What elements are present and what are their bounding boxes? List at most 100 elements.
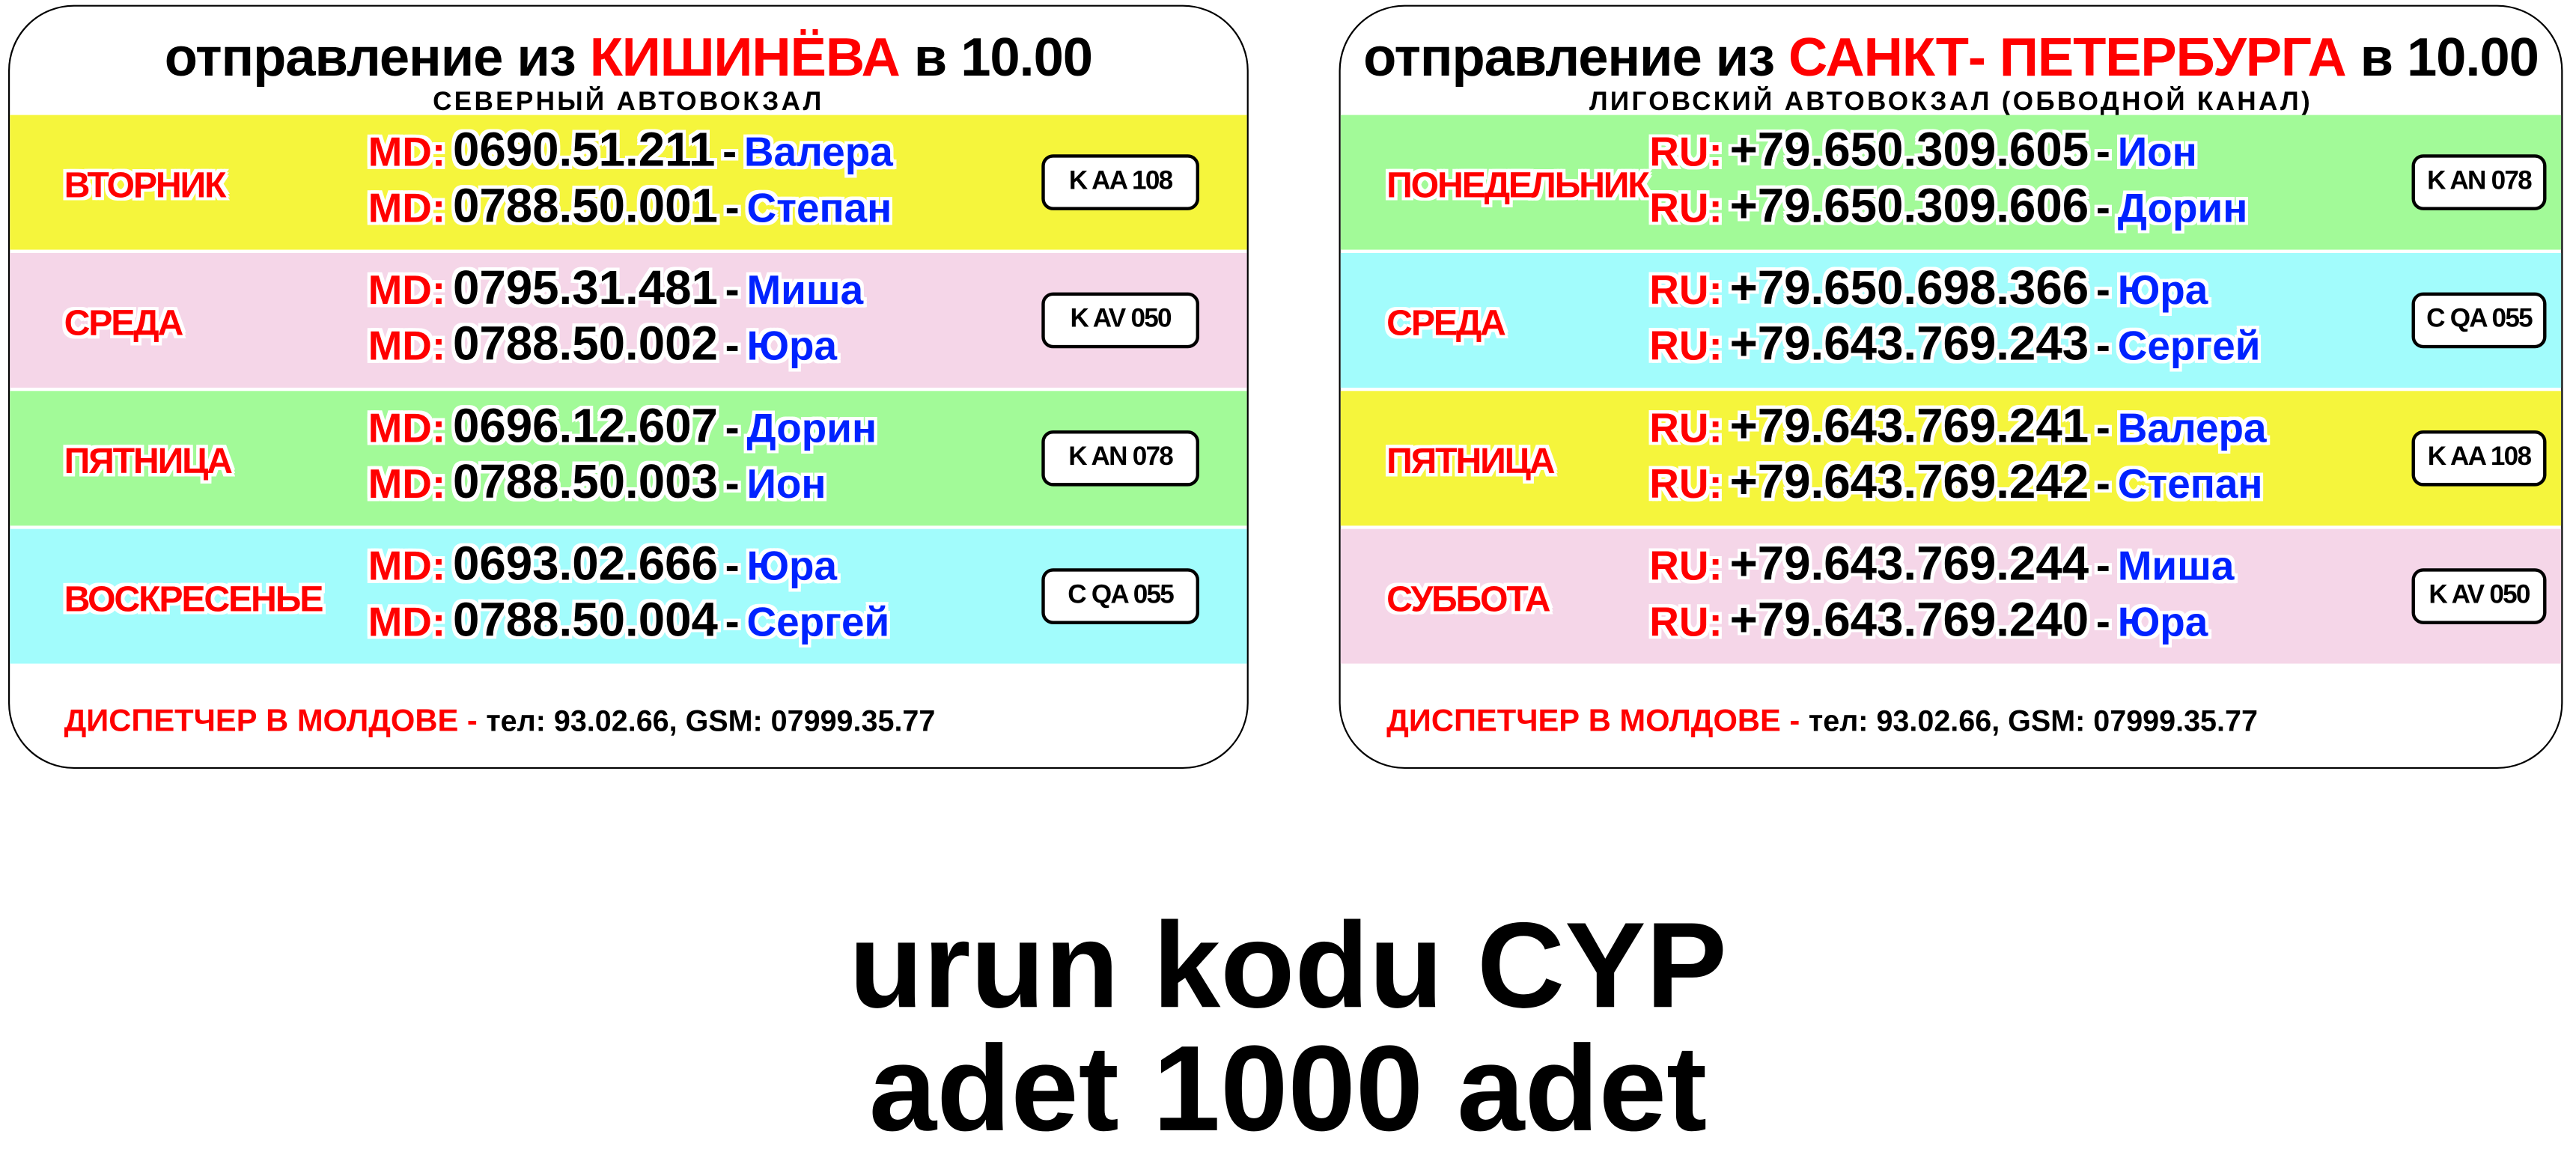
weekday-label: ПЯТНИЦА — [64, 440, 233, 481]
phone-number: 0690.51.211 — [452, 124, 716, 178]
driver-phone-line: RU: +79.643.769.244 - Миша — [1649, 539, 2234, 593]
country-prefix: RU: — [1649, 599, 1723, 646]
weekday-label: СУББОТА — [1386, 578, 1550, 620]
country-prefix: RU: — [1649, 129, 1723, 176]
driver-name: Валера — [743, 129, 893, 176]
country-prefix: RU: — [1649, 323, 1723, 370]
departure-city: САНКТ- ПЕТЕРБУРГА — [1788, 26, 2347, 88]
driver-name: Сергей — [2117, 323, 2261, 370]
separator: - — [2095, 182, 2110, 232]
card-title: отправление из САНКТ- ПЕТЕРБУРГА в 10.00 — [1341, 26, 2562, 88]
driver-phone-line: MD: 0788.50.002 - Юра — [368, 319, 838, 373]
separator: - — [722, 126, 737, 176]
weekday-label: ВОСКРЕСЕНЬЕ — [64, 578, 324, 620]
separator: - — [725, 540, 740, 590]
driver-phone-line: MD: 0788.50.001 - Степан — [368, 180, 892, 234]
bus-station: ЛИГОВСКИЙ АВТОВОКЗАЛ (ОБВОДНОЙ КАНАЛ) — [1589, 88, 2312, 117]
country-prefix: RU: — [1649, 543, 1723, 590]
weekday-label: ВТОРНИК — [64, 164, 227, 206]
schedule-row: ВТОРНИК MD: 0690.51.211 - Валера MD: 078… — [10, 115, 1247, 250]
country-prefix: RU: — [1649, 406, 1723, 452]
dispatcher-contacts: тел: 93.02.66, GSM: 07999.35.77 — [1808, 704, 2258, 738]
card-title: отправление из КИШИНЁВА в 10.00 — [10, 26, 1246, 88]
separator: - — [2095, 458, 2110, 508]
driver-name: Степан — [746, 185, 892, 232]
driver-phone-line: RU: +79.650.309.605 - Ион — [1649, 125, 2197, 179]
dispatcher-info: ДИСПЕТЧЕР В МОЛДОВЕ - тел: 93.02.66, GSM… — [1386, 704, 2258, 740]
driver-phone-line: RU: +79.650.698.366 - Юра — [1649, 263, 2208, 317]
quantity-caption: adet 1000 adet — [868, 1020, 1708, 1157]
phone-number: +79.643.769.244 — [1729, 538, 2089, 592]
driver-name: Миша — [746, 267, 864, 314]
separator: - — [725, 182, 740, 232]
schedule-row: ВОСКРЕСЕНЬЕ MD: 0693.02.666 - Юра MD: 07… — [10, 528, 1247, 664]
separator: - — [2095, 126, 2110, 176]
driver-phone-line: RU: +79.643.769.241 - Валера — [1649, 400, 2266, 454]
phone-number: 0795.31.481 — [452, 263, 718, 316]
phone-number: +79.650.698.366 — [1729, 263, 2089, 316]
license-plate: K AV 050 — [1041, 292, 1199, 349]
weekday-label: ПОНЕДЕЛЬНИК — [1386, 164, 1650, 206]
country-prefix: RU: — [1649, 267, 1723, 314]
separator: - — [725, 320, 740, 370]
weekday-label: ПЯТНИЦА — [1386, 440, 1555, 481]
phone-number: 0788.50.002 — [452, 318, 718, 371]
separator: - — [725, 596, 740, 646]
country-prefix: MD: — [368, 543, 446, 590]
license-plate: K AV 050 — [2411, 568, 2547, 624]
driver-name: Юра — [746, 543, 838, 590]
dispatcher-label: ДИСПЕТЧЕР В МОЛДОВЕ - — [64, 704, 487, 740]
country-prefix: MD: — [368, 461, 446, 508]
print-layout: отправление из КИШИНЁВА в 10.00 СЕВЕРНЫЙ… — [7, 4, 2563, 1157]
country-prefix: MD: — [368, 406, 446, 452]
driver-name: Дорин — [746, 406, 877, 452]
title-prefix: отправление из — [164, 26, 590, 88]
country-prefix: MD: — [368, 323, 446, 370]
bus-station: СЕВЕРНЫЙ АВТОВОКЗАЛ — [433, 88, 824, 117]
product-code-caption: urun kodu CYP — [849, 897, 1727, 1034]
driver-name: Юра — [2117, 599, 2208, 646]
driver-phone-line: MD: 0690.51.211 - Валера — [368, 125, 893, 179]
dispatcher-contacts: тел: 93.02.66, GSM: 07999.35.77 — [486, 704, 936, 738]
title-prefix: отправление из — [1363, 26, 1789, 88]
phone-number: 0693.02.666 — [452, 538, 718, 592]
separator: - — [725, 458, 740, 508]
schedule-card-chisinau: отправление из КИШИНЁВА в 10.00 СЕВЕРНЫЙ… — [7, 4, 1249, 770]
schedule-row: СРЕДА MD: 0795.31.481 - Миша MD: 0788.50… — [10, 252, 1247, 388]
driver-name: Ион — [746, 461, 826, 508]
separator: - — [2095, 596, 2110, 646]
separator: - — [2095, 540, 2110, 590]
phone-number: 0788.50.001 — [452, 180, 718, 234]
country-prefix: RU: — [1649, 185, 1723, 232]
separator: - — [725, 402, 740, 452]
schedule-row: СРЕДА RU: +79.650.698.366 - Юра RU: +79.… — [1340, 252, 2562, 388]
driver-name: Ион — [2117, 129, 2197, 176]
license-plate: K AA 108 — [2411, 430, 2547, 487]
schedule-row: СУББОТА RU: +79.643.769.244 - Миша RU: +… — [1340, 528, 2562, 664]
separator: - — [2095, 402, 2110, 452]
phone-number: +79.643.769.242 — [1729, 457, 2089, 510]
country-prefix: MD: — [368, 129, 446, 176]
phone-number: 0788.50.003 — [452, 457, 718, 510]
departure-time: в 10.00 — [899, 26, 1093, 88]
phone-number: +79.643.769.241 — [1729, 400, 2089, 454]
dispatcher-info: ДИСПЕТЧЕР В МОЛДОВЕ - тел: 93.02.66, GSM… — [64, 704, 936, 740]
dispatcher-label: ДИСПЕТЧЕР В МОЛДОВЕ - — [1386, 704, 1809, 740]
weekday-label: СРЕДА — [1386, 302, 1506, 344]
driver-name: Валера — [2117, 406, 2267, 452]
weekday-label: СРЕДА — [64, 302, 184, 344]
driver-name: Дорин — [2117, 185, 2248, 232]
separator: - — [725, 264, 740, 314]
country-prefix: MD: — [368, 185, 446, 232]
schedule-row: ПЯТНИЦА RU: +79.643.769.241 - Валера RU:… — [1340, 391, 2562, 526]
driver-phone-line: MD: 0693.02.666 - Юра — [368, 539, 838, 593]
license-plate: C QA 055 — [1041, 568, 1199, 624]
driver-phone-line: MD: 0788.50.004 - Сергей — [368, 594, 890, 648]
phone-number: +79.650.309.605 — [1729, 124, 2089, 178]
driver-phone-line: MD: 0696.12.607 - Дорин — [368, 400, 877, 454]
driver-phone-line: RU: +79.643.769.242 - Степан — [1649, 457, 2262, 511]
phone-number: 0788.50.004 — [452, 594, 718, 647]
country-prefix: MD: — [368, 599, 446, 646]
driver-phone-line: RU: +79.643.769.243 - Сергей — [1649, 319, 2260, 373]
driver-phone-line: MD: 0795.31.481 - Миша — [368, 263, 864, 317]
